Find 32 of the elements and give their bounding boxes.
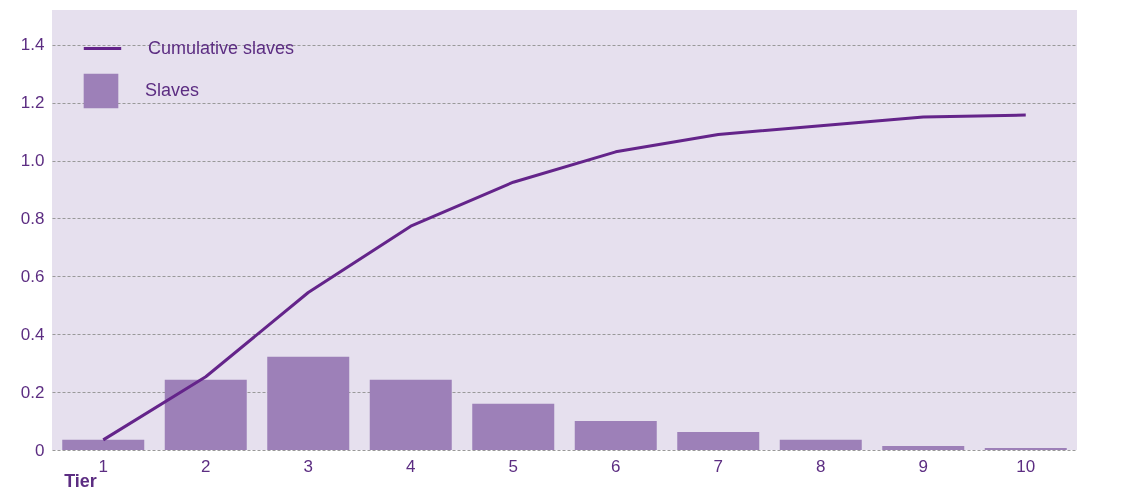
y-tick-label: 0 [35, 440, 45, 460]
y-tick-label: 1.2 [20, 93, 45, 113]
x-tick-label: 8 [816, 456, 826, 476]
bar [62, 439, 145, 450]
x-tick-label: 10 [1016, 456, 1036, 476]
x-tick-label: 3 [303, 456, 313, 476]
bar [369, 379, 452, 450]
x-axis-title: Tier [64, 470, 97, 487]
y-tick-label: 0.8 [20, 208, 45, 228]
x-tick-label: 6 [611, 456, 621, 476]
bar [779, 439, 862, 450]
bar [164, 379, 247, 450]
x-tick-label: 9 [918, 456, 928, 476]
bar [574, 421, 657, 450]
x-tick-label: 7 [713, 456, 723, 476]
y-tick-label: 0.4 [20, 324, 45, 344]
bar [677, 432, 760, 450]
x-tick-label: 5 [508, 456, 518, 476]
bar [984, 447, 1067, 450]
line-series [101, 113, 1028, 442]
legend-label: Cumulative slaves [148, 37, 295, 58]
bar [882, 445, 965, 450]
x-tick-label: 1 [98, 456, 108, 476]
y-tick-label: 1.0 [20, 151, 45, 171]
x-tick-label: 2 [201, 456, 211, 476]
y-tick-label: 0.6 [20, 266, 45, 286]
y-tick-label: 1.4 [20, 35, 45, 55]
bar [472, 403, 555, 450]
y-tick-label: 0.2 [20, 382, 45, 402]
legend-label: Slaves [145, 80, 200, 100]
x-tick-label: 4 [406, 456, 416, 476]
bar [267, 356, 350, 450]
